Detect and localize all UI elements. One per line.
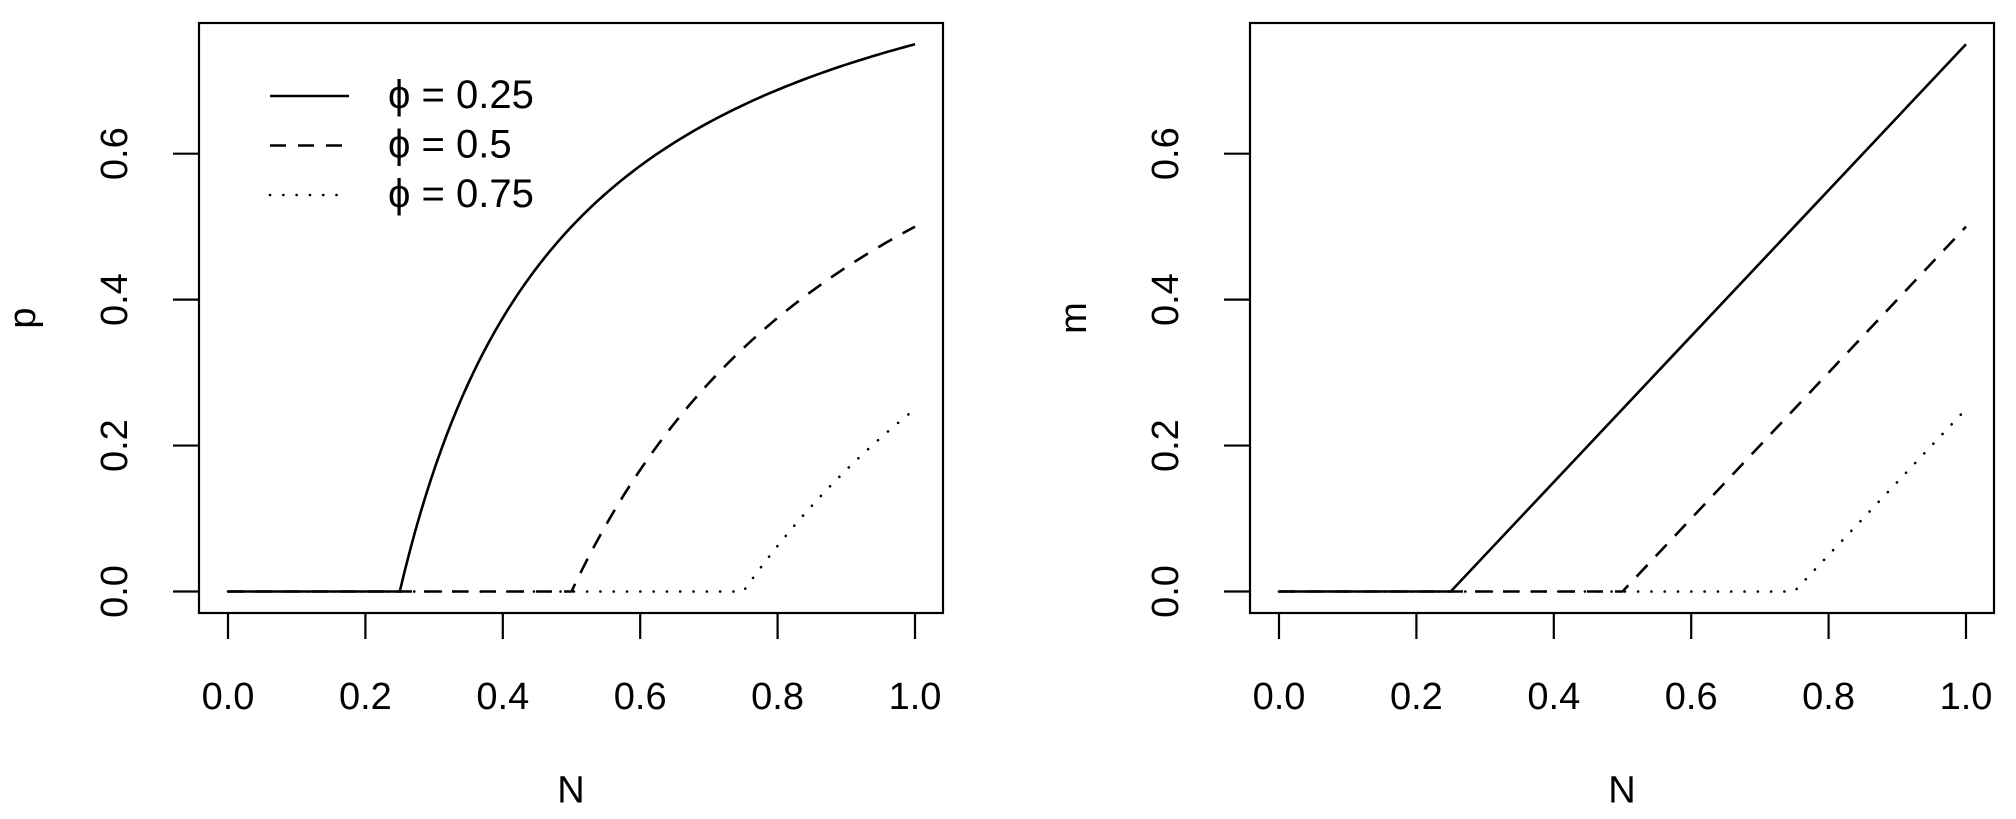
svg-text:0.4: 0.4 [1145,273,1187,326]
svg-text:0.0: 0.0 [1145,565,1187,618]
svg-text:N: N [557,770,584,812]
svg-text:0.4: 0.4 [476,676,529,718]
svg-text:ϕ = 0.25: ϕ = 0.25 [388,73,534,117]
svg-text:0.6: 0.6 [1665,676,1718,718]
svg-text:0.8: 0.8 [751,676,804,718]
svg-text:p: p [2,307,44,328]
svg-text:0.2: 0.2 [1390,676,1443,718]
svg-text:ϕ = 0.75: ϕ = 0.75 [388,172,534,216]
svg-text:N: N [1608,770,1635,812]
svg-text:0.6: 0.6 [614,676,667,718]
svg-text:0.2: 0.2 [339,676,392,718]
svg-text:0.6: 0.6 [1145,127,1187,180]
svg-text:0.4: 0.4 [94,273,136,326]
svg-text:0.2: 0.2 [94,419,136,472]
svg-text:0.6: 0.6 [94,127,136,180]
svg-text:0.4: 0.4 [1527,676,1580,718]
svg-text:0.8: 0.8 [1802,676,1855,718]
svg-text:0.0: 0.0 [202,676,255,718]
svg-text:ϕ = 0.5: ϕ = 0.5 [388,123,512,167]
svg-text:1.0: 1.0 [1940,676,1993,718]
svg-text:0.0: 0.0 [1253,676,1306,718]
svg-text:m: m [1053,302,1095,334]
svg-text:0.2: 0.2 [1145,419,1187,472]
svg-text:0.0: 0.0 [94,565,136,618]
svg-text:1.0: 1.0 [889,676,942,718]
